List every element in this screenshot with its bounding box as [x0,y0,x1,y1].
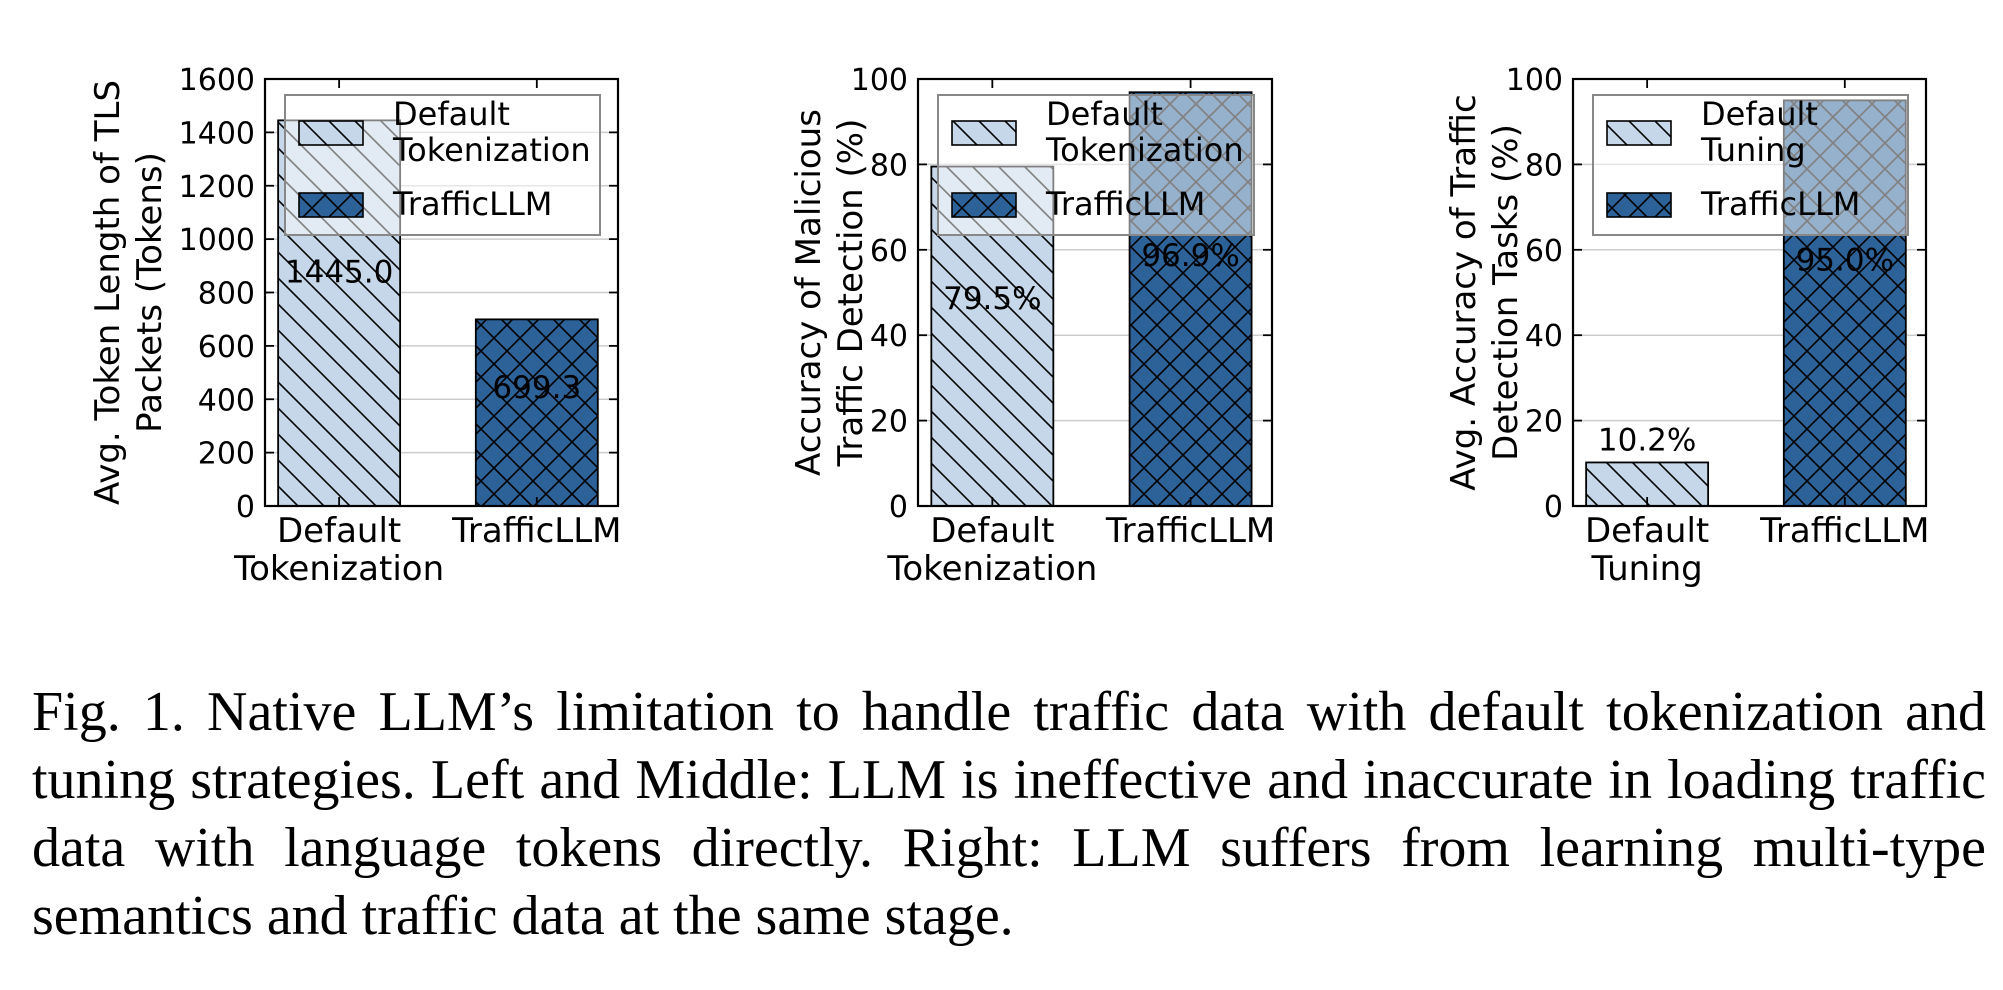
y-tick-label: 0 [889,490,908,525]
bar-hatch-2 [474,318,599,507]
x-category-label: Default [930,511,1054,551]
y-axis-label: Avg. Token Length of TLS [88,80,128,505]
x-category-label: Default [1585,511,1709,551]
legend-label: TrafficLLM [1700,185,1860,223]
y-tick-label: 40 [1525,319,1563,354]
legend-swatch-hatch [298,192,364,218]
y-axis-label: Accuracy of Malicious [789,109,829,476]
data-label: 79.5% [943,281,1041,317]
x-category-label: Default [277,511,401,551]
y-tick-label: 0 [236,490,255,525]
chart-panel-2: DefaultTokenizationTrafficLLM79.5%96.9%0… [789,63,1275,589]
legend-swatch-hatch [951,120,1017,146]
legend-label: TrafficLLM [1045,185,1205,223]
data-label: 10.2% [1598,422,1696,458]
y-tick-label: 100 [1506,63,1563,98]
y-axis-label: Packets (Tokens) [130,152,170,433]
figure-charts: DefaultTokenizationTrafficLLM1445.0699.3… [88,63,1929,589]
legend-label: Tuning [1700,131,1806,169]
y-tick-label: 20 [1525,405,1563,440]
data-label: 1445.0 [285,254,393,290]
y-tick-label: 100 [851,63,908,98]
data-label: 95.0% [1796,243,1894,279]
y-tick-label: 1600 [179,63,255,98]
y-tick-label: 400 [198,383,255,418]
data-label: 96.9% [1141,238,1239,274]
legend-label: Default [393,95,510,133]
legend-swatch-hatch [1606,120,1672,146]
y-tick-label: 600 [198,330,255,365]
figure-caption: Fig. 1. Native LLM’s limitation to handl… [32,681,1986,947]
legend-swatch-hatch [298,120,364,146]
y-tick-label: 80 [1525,148,1563,183]
chart-panel-1: DefaultTokenizationTrafficLLM1445.0699.3… [88,63,621,589]
y-tick-label: 20 [870,405,908,440]
legend-label: Tokenization [1045,131,1244,169]
y-tick-label: 1000 [179,223,255,258]
legend-label: Default [1701,95,1818,133]
y-tick-label: 0 [1544,490,1563,525]
plot-frame [1571,77,1928,508]
y-tick-label: 800 [198,277,255,312]
data-label: 699.3 [492,370,581,406]
legend-label: Default [1046,95,1163,133]
x-category-label: TrafficLLM [1759,511,1929,551]
y-tick-label: 1200 [179,170,255,205]
legend-swatch-hatch [951,192,1017,218]
y-axis-label: Detection Tasks (%) [1486,124,1526,461]
x-category-label: Tokenization [886,549,1097,589]
legend-swatch-hatch [1606,192,1672,218]
y-tick-label: 60 [1525,234,1563,269]
legend-label: Tokenization [392,131,591,169]
y-tick-label: 200 [198,437,255,472]
y-tick-label: 80 [870,148,908,183]
plot-frame [916,77,1274,508]
y-axis-label: Traffic Detection (%) [831,119,871,468]
chart-panel-3: DefaultTuningTrafficLLM10.2%95.0%0204060… [1444,63,1929,589]
legend-label: TrafficLLM [392,185,552,223]
x-category-label: Tuning [1590,549,1702,589]
y-axis-label: Avg. Accuracy of Traffic [1444,94,1484,490]
y-tick-label: 40 [870,319,908,354]
y-tick-label: 1400 [179,116,255,151]
x-category-label: TrafficLLM [451,511,621,551]
x-category-label: Tokenization [233,549,444,589]
x-category-label: TrafficLLM [1105,511,1275,551]
y-tick-label: 60 [870,234,908,269]
